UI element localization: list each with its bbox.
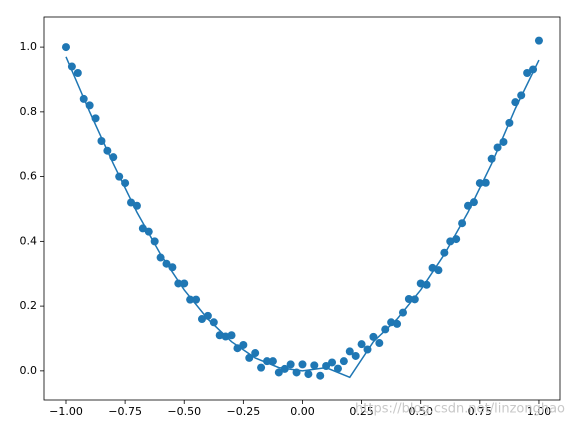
point xyxy=(121,179,130,188)
y-tick-label: 0.0 xyxy=(20,364,38,377)
point xyxy=(517,91,526,100)
point xyxy=(150,237,159,246)
point xyxy=(203,311,212,320)
point xyxy=(144,227,153,236)
point xyxy=(422,280,431,289)
y-tick-label: 0.6 xyxy=(20,170,38,183)
point xyxy=(233,344,242,353)
x-tick-label: 0.25 xyxy=(349,405,374,418)
point xyxy=(410,295,419,304)
x-tick-label: 0.00 xyxy=(290,405,315,418)
point xyxy=(404,294,413,303)
point xyxy=(162,259,171,268)
point xyxy=(132,201,141,210)
point xyxy=(138,224,147,233)
point xyxy=(180,279,189,288)
point xyxy=(328,358,337,367)
point xyxy=(499,137,508,146)
point xyxy=(115,172,124,181)
point xyxy=(192,295,201,304)
point xyxy=(280,364,289,373)
point xyxy=(73,69,82,78)
point xyxy=(263,357,272,366)
point xyxy=(268,357,277,366)
point xyxy=(398,308,407,317)
y-tick-label: 0.4 xyxy=(20,234,38,247)
point xyxy=(529,65,538,74)
x-tick-label: 1.00 xyxy=(527,405,552,418)
point xyxy=(351,351,360,360)
point xyxy=(523,69,532,78)
point xyxy=(109,153,118,162)
x-tick-label: 0.50 xyxy=(408,405,433,418)
point xyxy=(168,263,177,272)
point xyxy=(393,319,402,328)
point xyxy=(534,36,543,45)
point xyxy=(79,94,88,103)
point xyxy=(363,345,372,354)
point xyxy=(298,360,307,369)
point xyxy=(339,357,348,366)
watermark: https://blog.csdn.net/linzonghao xyxy=(355,402,565,417)
fit-line xyxy=(65,56,540,379)
point xyxy=(322,362,331,371)
point xyxy=(91,114,100,123)
point xyxy=(381,325,390,334)
point xyxy=(452,235,461,244)
point xyxy=(481,178,490,187)
point xyxy=(186,295,195,304)
point xyxy=(487,154,496,163)
point xyxy=(156,253,165,262)
point xyxy=(464,201,473,210)
x-tick-label: −0.25 xyxy=(226,405,260,418)
point xyxy=(286,360,295,369)
y-tick-label: 0.8 xyxy=(20,105,38,118)
point xyxy=(274,368,283,377)
point xyxy=(127,198,136,207)
point xyxy=(458,219,467,228)
y-tick-label: 0.2 xyxy=(20,299,38,312)
point xyxy=(440,248,449,257)
point xyxy=(103,146,112,155)
plot-frame xyxy=(43,16,561,401)
point xyxy=(475,179,484,188)
point xyxy=(97,136,106,145)
point xyxy=(511,98,520,107)
point xyxy=(469,198,478,207)
point xyxy=(434,266,443,275)
point xyxy=(61,43,70,52)
point xyxy=(292,368,301,377)
point xyxy=(239,340,248,349)
point xyxy=(85,101,94,110)
point xyxy=(505,118,514,127)
point xyxy=(227,331,236,340)
point xyxy=(333,364,342,373)
point xyxy=(67,62,76,71)
point xyxy=(245,353,254,362)
y-tick-label: 1.0 xyxy=(20,40,38,53)
point xyxy=(174,279,183,288)
x-tick-label: 0.75 xyxy=(468,405,493,418)
point xyxy=(310,361,319,370)
point xyxy=(375,339,384,348)
point xyxy=(209,318,218,327)
point xyxy=(304,370,313,379)
x-tick-label: −1.00 xyxy=(49,405,83,418)
point xyxy=(357,340,366,349)
point xyxy=(197,315,206,324)
point xyxy=(493,143,502,152)
x-tick-label: −0.50 xyxy=(167,405,201,418)
x-tick-label: −0.75 xyxy=(108,405,142,418)
point xyxy=(345,347,354,356)
point xyxy=(316,371,325,380)
point xyxy=(369,332,378,341)
point xyxy=(251,349,260,358)
point xyxy=(257,363,266,372)
